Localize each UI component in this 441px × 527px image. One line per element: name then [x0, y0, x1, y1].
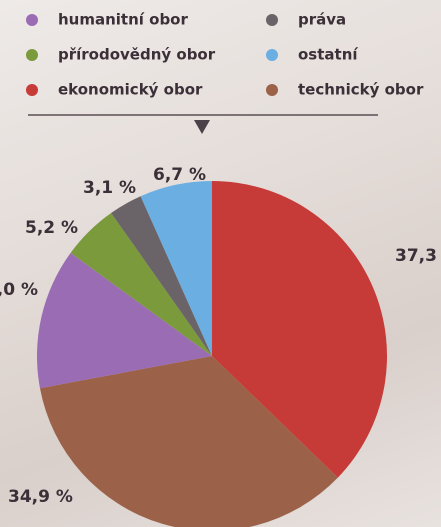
- chart: 37,3 % ekonomický obor 34,9 % technický obo…: [0, 0, 441, 527]
- legend-label: ekonomický obor: [58, 81, 203, 99]
- legend-swatch: [26, 49, 38, 61]
- value-label: 3,1 %: [83, 178, 136, 198]
- legend-swatch: [266, 14, 278, 26]
- value-label: 34,9 %: [8, 487, 73, 507]
- value-label: 5,2 %: [25, 218, 78, 238]
- legend-label: ostatní: [298, 46, 358, 64]
- pointer: [194, 120, 210, 134]
- legend-label: práva: [298, 11, 346, 29]
- page: 37,3 % ekonomický obor 34,9 % technický obo…: [0, 0, 441, 527]
- legend-swatch: [266, 49, 278, 61]
- value-label: 13,0 %: [0, 280, 38, 300]
- legend-swatch: [26, 84, 38, 96]
- value-label: 6,7 %: [153, 165, 206, 185]
- legend-label: technický obor: [298, 81, 424, 99]
- legend-swatch: [266, 84, 278, 96]
- legend-label: humanitní obor: [58, 11, 188, 29]
- value-label: 37,3 %: [395, 246, 441, 266]
- legend-label: přírodovědný obor: [58, 46, 216, 64]
- legend-swatch: [26, 14, 38, 26]
